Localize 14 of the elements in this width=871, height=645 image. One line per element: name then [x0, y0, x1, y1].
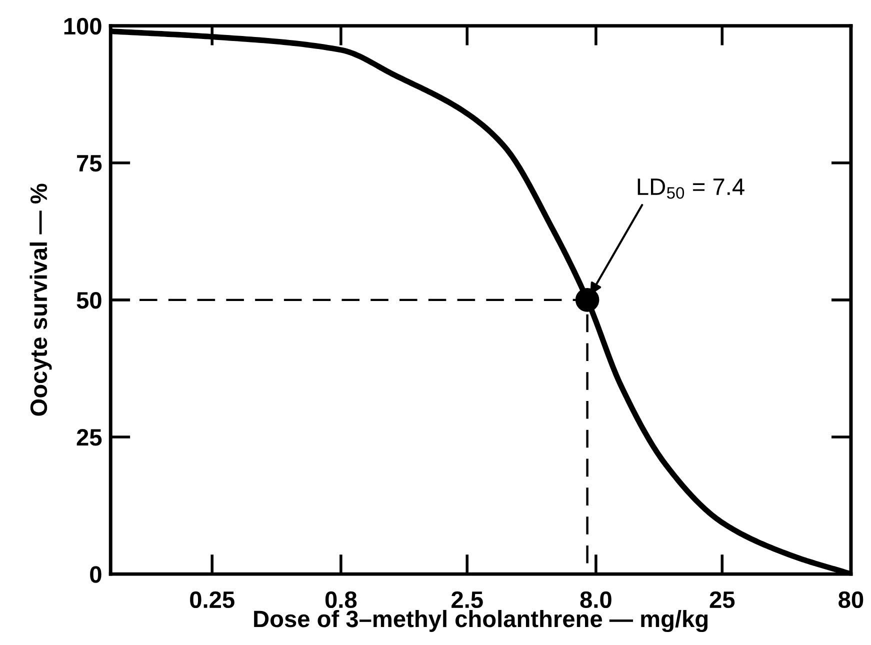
- annotation: LD$_{50}$ = 7.4: [638, 178, 744, 199]
- x-tick-label: 25: [710, 591, 735, 608]
- x-tick-label: 80: [838, 591, 864, 608]
- x-tick-label: 0.8: [325, 591, 357, 608]
- x-tick-label: 2.5: [452, 591, 483, 608]
- y-axis-title: Oocyte survival — %: [30, 184, 52, 416]
- y-tick-label: 100: [64, 18, 102, 35]
- y-tick-label: 0: [90, 566, 102, 583]
- x-axis-title: Dose of 3–methyl cholanthrene — mg/kg: [254, 610, 708, 632]
- x-tick-label: 0.25: [190, 591, 234, 608]
- x-tick-label: 8.0: [580, 591, 612, 608]
- y-tick-label: 50: [76, 292, 102, 309]
- y-tick-label: 75: [77, 155, 102, 172]
- y-tick-label: 25: [76, 429, 102, 446]
